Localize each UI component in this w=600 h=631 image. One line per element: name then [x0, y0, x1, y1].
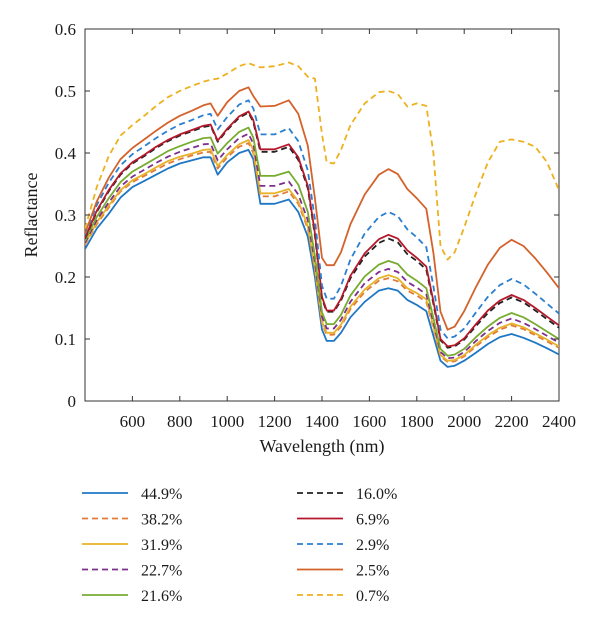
series-line-6: [85, 110, 559, 348]
legend-item: 2.9%: [297, 537, 389, 554]
legend-label: 44.9%: [141, 486, 182, 503]
series-line-3: [85, 132, 559, 360]
series-group: [85, 61, 559, 368]
series-line-9: [85, 61, 559, 261]
x-tick-label: 1000: [210, 412, 244, 431]
x-tick-label: 1800: [400, 412, 434, 431]
legend-item: 2.5%: [297, 563, 389, 580]
x-tick-label: 1400: [305, 412, 339, 431]
legend-label: 0.7%: [356, 588, 389, 605]
x-tick-label: 2400: [542, 412, 576, 431]
legend-label: 21.6%: [141, 588, 182, 605]
legend-item: 31.9%: [82, 537, 182, 554]
legend-label: 2.9%: [356, 537, 389, 554]
legend-item: 21.6%: [82, 588, 182, 605]
series-line-8: [85, 86, 559, 331]
y-tick-label: 0: [68, 392, 77, 411]
series-line-2: [85, 139, 559, 362]
y-tick-label: 0.3: [55, 206, 76, 225]
legend-item: 38.2%: [82, 512, 182, 529]
legend-item: 44.9%: [82, 486, 182, 503]
legend-item: 22.7%: [82, 563, 182, 580]
legend-label: 38.2%: [141, 512, 182, 529]
y-axis-title: Reflactance: [21, 173, 41, 258]
legend-label: 6.9%: [356, 512, 389, 529]
x-axis-title: Wavelength (nm): [259, 436, 384, 457]
y-tick-label: 0.1: [55, 330, 76, 349]
legend-label: 31.9%: [141, 537, 182, 554]
series-line-4: [85, 126, 559, 357]
x-axis-ticks: 600 800 1000 1200 1400 1600 1800 2000 2200 2400: [120, 29, 576, 431]
axes-frame: [84, 28, 560, 402]
legend-item: 16.0%: [297, 486, 397, 503]
legend: 44.9% 38.2% 31.9% 22.7% 21.6% 16.0% 6.9% 2.9% 2.…: [82, 486, 397, 605]
legend-item: 0.7%: [297, 588, 389, 605]
x-tick-label: 1600: [352, 412, 386, 431]
y-axis-ticks: 0 0.1 0.2 0.3 0.4 0.5 0.6: [55, 20, 559, 411]
legend-label: 22.7%: [141, 563, 182, 580]
legend-label: 2.5%: [356, 563, 389, 580]
x-tick-label: 1200: [258, 412, 292, 431]
x-tick-label: 600: [120, 412, 146, 431]
legend-label: 16.0%: [356, 486, 397, 503]
plot-area: [84, 28, 560, 402]
x-tick-label: 800: [167, 412, 193, 431]
y-tick-label: 0.2: [55, 268, 76, 287]
x-tick-label: 2000: [447, 412, 481, 431]
x-tick-label: 2200: [495, 412, 529, 431]
y-tick-label: 0.4: [55, 144, 77, 163]
y-tick-label: 0.5: [55, 82, 76, 101]
legend-item: 6.9%: [297, 512, 389, 529]
y-tick-label: 0.6: [55, 20, 76, 39]
series-line-0: [85, 148, 559, 368]
